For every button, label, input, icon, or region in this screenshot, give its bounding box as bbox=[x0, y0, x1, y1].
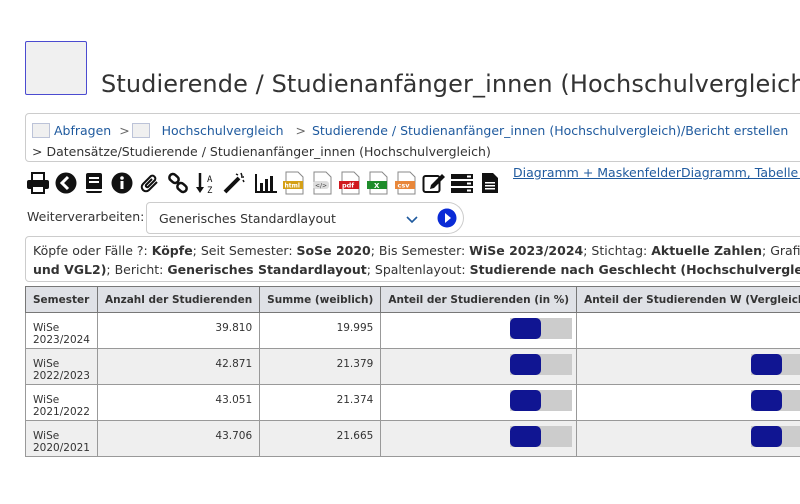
layout-select[interactable]: Generisches Standardlayout bbox=[146, 202, 431, 234]
document-icon[interactable] bbox=[478, 171, 502, 195]
cell-anteil bbox=[380, 384, 578, 421]
edit-icon[interactable] bbox=[422, 171, 446, 195]
cell-anzahl: 42.871 bbox=[96, 348, 261, 385]
go-button[interactable] bbox=[430, 202, 464, 234]
bar-chart-icon[interactable] bbox=[254, 171, 278, 195]
table-row: WiSe 2021/2022 43.051 21.374 bbox=[25, 384, 800, 421]
anteil-bar bbox=[510, 354, 573, 375]
filter-summary: Köpfe oder Fälle ?: Köpfe; Seit Semester… bbox=[25, 236, 800, 282]
column-header-semester[interactable]: Semester bbox=[25, 286, 98, 313]
filter-line-1: Köpfe oder Fälle ?: Köpfe; Seit Semester… bbox=[33, 243, 800, 258]
breadcrumb-separator: > bbox=[119, 123, 130, 138]
cell-anzahl: 43.706 bbox=[96, 420, 261, 457]
table-header-row: Semester Anzahl der Studierenden Summe (… bbox=[25, 286, 800, 313]
column-header-vergleich[interactable]: Anteil der Studierenden W (Vergleich) bbox=[576, 286, 800, 313]
column-header-weiblich[interactable]: Summe (weiblich) bbox=[259, 286, 382, 313]
breadcrumb: Abfragen > Hochschulvergleich > Studiere… bbox=[25, 113, 800, 162]
html-export-icon[interactable]: html bbox=[282, 171, 306, 195]
svg-text:html: html bbox=[285, 183, 300, 190]
breadcrumb-icon bbox=[131, 123, 150, 138]
svg-text:A: A bbox=[207, 175, 213, 185]
csv-export-icon[interactable]: csv bbox=[394, 171, 418, 195]
svg-text:X: X bbox=[374, 182, 380, 190]
cell-weiblich: 21.379 bbox=[259, 348, 382, 385]
breadcrumb-hochschulvergleich[interactable]: Hochschulvergleich bbox=[161, 123, 284, 138]
cell-weiblich: 21.665 bbox=[259, 420, 382, 457]
logo-placeholder bbox=[25, 41, 87, 95]
column-header-anteil[interactable]: Anteil der Studierenden (in %) bbox=[380, 286, 578, 313]
cell-anteil bbox=[380, 348, 578, 385]
list-icon[interactable] bbox=[450, 171, 474, 195]
weiterverarbeiten-label: Weiterverarbeiten: bbox=[27, 209, 145, 224]
cell-weiblich: 19.995 bbox=[259, 312, 382, 349]
link-icon[interactable] bbox=[166, 171, 190, 195]
xml-export-icon[interactable]: </> bbox=[310, 171, 334, 195]
breadcrumb-current: > Datensätze/Studierende / Studienanfäng… bbox=[32, 144, 491, 159]
cell-anteil bbox=[380, 420, 578, 457]
cell-semester: WiSe 2020/2021 bbox=[25, 420, 98, 457]
table-row: WiSe 2022/2023 42.871 21.379 bbox=[25, 348, 800, 385]
results-table: Semester Anzahl der Studierenden Summe (… bbox=[25, 286, 800, 457]
cell-weiblich: 21.374 bbox=[259, 384, 382, 421]
book-icon[interactable] bbox=[82, 171, 106, 195]
table-row: WiSe 2023/2024 39.810 19.995 bbox=[25, 312, 800, 349]
layout-select-value: Generisches Standardlayout bbox=[159, 211, 336, 226]
cell-semester: WiSe 2022/2023 bbox=[25, 348, 98, 385]
breadcrumb-separator: > bbox=[295, 123, 306, 138]
cell-semester: WiSe 2023/2024 bbox=[25, 312, 98, 349]
table-row: WiSe 2020/2021 43.706 21.665 bbox=[25, 420, 800, 457]
cell-anteil bbox=[380, 312, 578, 349]
cell-anzahl: 39.810 bbox=[96, 312, 261, 349]
vergleich-bar bbox=[751, 426, 800, 447]
cell-semester: WiSe 2021/2022 bbox=[25, 384, 98, 421]
excel-export-icon[interactable]: X bbox=[366, 171, 390, 195]
magic-wand-icon[interactable] bbox=[222, 171, 246, 195]
chevron-down-icon bbox=[406, 212, 418, 227]
paperclip-icon[interactable] bbox=[138, 171, 162, 195]
breadcrumb-abfragen[interactable]: Abfragen bbox=[53, 123, 112, 138]
anteil-bar bbox=[510, 390, 573, 411]
column-header-anzahl[interactable]: Anzahl der Studierenden bbox=[96, 286, 261, 313]
anteil-bar bbox=[510, 426, 573, 447]
play-icon bbox=[437, 208, 456, 228]
cell-vergleich bbox=[576, 384, 800, 421]
svg-text:pdf: pdf bbox=[342, 182, 354, 190]
pdf-export-icon[interactable]: pdf bbox=[338, 171, 362, 195]
svg-text:csv: csv bbox=[398, 182, 411, 190]
breadcrumb-icon bbox=[32, 123, 50, 138]
svg-text:</>: </> bbox=[315, 183, 327, 190]
vergleich-bar bbox=[751, 390, 800, 411]
back-icon[interactable] bbox=[54, 171, 78, 195]
vergleich-bar bbox=[751, 354, 800, 375]
breadcrumb-bericht-erstellen[interactable]: Studierende / Studienanfänger_innen (Hoc… bbox=[311, 123, 789, 138]
printer-icon[interactable] bbox=[26, 171, 50, 195]
cell-anzahl: 43.051 bbox=[96, 384, 261, 421]
page-title: Studierende / Studienanfänger_innen (Hoc… bbox=[101, 70, 800, 98]
diagramm-link[interactable]: Diagramm + MaskenfelderDiagramm, Tabelle… bbox=[513, 165, 800, 180]
cell-vergleich bbox=[576, 420, 800, 457]
anteil-bar bbox=[510, 318, 573, 339]
info-icon[interactable] bbox=[110, 171, 134, 195]
filter-line-2: und VGL2); Bericht: Generisches Standard… bbox=[33, 262, 800, 277]
cell-vergleich bbox=[576, 312, 800, 349]
svg-text:Z: Z bbox=[207, 186, 213, 195]
cell-vergleich bbox=[576, 348, 800, 385]
